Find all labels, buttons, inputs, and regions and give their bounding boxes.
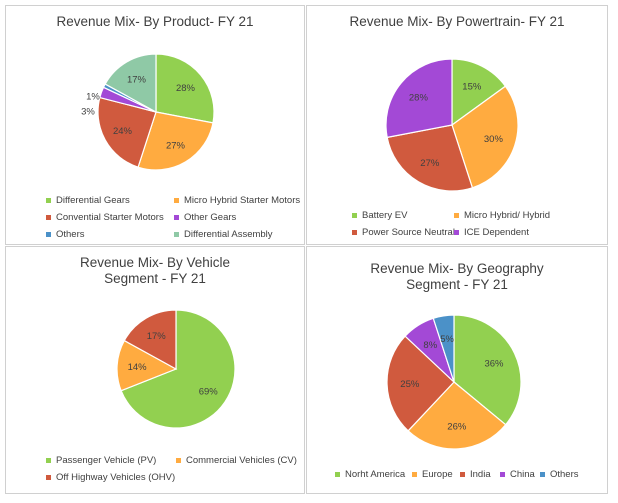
data-label: 14%	[128, 362, 148, 373]
legend-item-battery-ev: Battery EV	[352, 210, 407, 221]
data-label: 3%	[81, 107, 95, 118]
pie-chart-powertrain: 15% 30% 27% 28%	[385, 58, 519, 192]
legend-label: Other Gears	[184, 212, 237, 223]
data-label: 17%	[127, 75, 147, 86]
legend-swatch	[174, 215, 179, 220]
chart-panel-powertrain: Revenue Mix- By Powertrain- FY 21 15% 30%…	[306, 5, 608, 245]
legend-item-convential-starter-motors: Convential Starter Motors	[46, 212, 164, 223]
legend-item-ice-dependent: ICE Dependent	[454, 227, 529, 238]
legend-label: ICE Dependent	[464, 227, 529, 238]
legend-swatch	[174, 232, 179, 237]
legend-label: Off Highway Vehicles (OHV)	[56, 472, 176, 483]
data-label: 27%	[166, 140, 186, 151]
pie-slice-battery-ev	[451, 58, 507, 127]
pie-slice-commercial-vehicles-cv-	[116, 339, 178, 392]
data-label: 36%	[484, 359, 504, 370]
data-label: 1%	[86, 92, 100, 103]
legend-swatch	[174, 198, 179, 203]
legend-swatch	[46, 475, 51, 480]
pie-slice-power-source-neutral	[386, 124, 474, 192]
pie-slice-norht-america	[453, 314, 522, 426]
chart-title: Revenue Mix- By Product- FY 21	[56, 14, 254, 29]
pie-chart-vehicle-segment: 69% 14% 17%	[116, 309, 236, 429]
pie-slice-micro-hybrid-hybrid	[451, 85, 519, 189]
chart-panel-vehicle-segment: Revenue Mix- By Vehicle Segment - FY 21 …	[5, 246, 305, 494]
legend-item-power-source-neutral: Power Source Neutral	[352, 227, 455, 238]
pie-slice-india	[386, 335, 455, 432]
data-label: 69%	[199, 386, 219, 397]
legend-label: Europe	[422, 469, 453, 480]
pie-chart-product: 28% 27% 24% 3% 1% 17%	[81, 53, 215, 171]
chart-panel-product: Revenue Mix- By Product- FY 21 28% 27% 24%…	[5, 5, 305, 245]
chart-title: Revenue Mix- By Vehicle Segment - FY 21	[79, 255, 231, 286]
data-label: 26%	[447, 422, 467, 433]
data-label: 15%	[462, 82, 482, 93]
legend-label: Convential Starter Motors	[56, 212, 164, 223]
data-label: 8%	[423, 340, 437, 351]
legend-label: Norht America	[345, 469, 406, 480]
legend-label: Passenger Vehicle (PV)	[56, 455, 157, 466]
data-label: 17%	[147, 331, 167, 342]
legend-swatch	[352, 213, 357, 218]
legend-label: Commercial Vehicles (CV)	[186, 455, 297, 466]
legend-item-india: India	[460, 469, 491, 480]
legend-item-micro-hybrid: Micro Hybrid/ Hybrid	[454, 210, 550, 221]
pie-slice-convential-starter-motors	[97, 96, 157, 168]
chart-panel-geography: Revenue Mix- By Geography Segment - FY 2…	[306, 246, 608, 494]
data-label: 30%	[484, 134, 504, 145]
legend-item-others: Others	[46, 229, 85, 240]
legend-item-europe: Europe	[412, 469, 453, 480]
data-label: 24%	[113, 126, 133, 137]
data-label: 28%	[409, 93, 429, 104]
pie-slice-differential-gears	[155, 53, 215, 124]
pie-slice-passenger-vehicle-pv-	[120, 309, 236, 429]
legend-label: China	[510, 469, 535, 480]
pie-chart-geography: 36% 26% 25% 8%5%	[386, 314, 522, 450]
legend-label: Battery EV	[362, 210, 408, 221]
legend-swatch	[46, 232, 51, 237]
chart-title: Revenue Mix- By Powertrain- FY 21	[349, 14, 565, 29]
data-label: 5%	[440, 334, 454, 345]
legend-label: Differential Gears	[56, 195, 130, 206]
legend-item-differential-assembly: Differential Assembly	[174, 229, 273, 240]
pie-slice-others	[432, 314, 455, 383]
legend-swatch	[500, 472, 505, 477]
legend-label: Differential Assembly	[184, 229, 273, 240]
legend-item-differential-gears: Differential Gears	[46, 195, 130, 206]
legend-swatch	[46, 458, 51, 463]
legend-swatch	[454, 213, 459, 218]
data-label: 28%	[176, 83, 196, 94]
legend-swatch	[412, 472, 417, 477]
legend-swatch	[540, 472, 545, 477]
pie-slice-ice-dependent	[385, 58, 453, 139]
legend-item-other-gears: Other Gears	[174, 212, 236, 223]
legend-label: Micro Hybrid/ Hybrid	[464, 210, 551, 221]
legend-swatch	[176, 458, 181, 463]
data-label: 27%	[420, 158, 440, 169]
legend-swatch	[46, 215, 51, 220]
legend-label: Micro Hybrid Starter Motors	[184, 195, 301, 206]
legend-item-china: China	[500, 469, 535, 480]
pie-slice-europe	[407, 381, 507, 450]
legend-item-off-highway-vehicles: Off Highway Vehicles (OHV)	[46, 472, 175, 483]
legend-swatch	[454, 230, 459, 235]
data-label: 25%	[400, 379, 420, 390]
chart-title: Revenue Mix- By Geography Segment - FY 2…	[370, 261, 544, 292]
pie-slice-differential-assembly	[104, 53, 157, 114]
legend-label: Power Source Neutral	[362, 227, 455, 238]
legend-swatch	[335, 472, 340, 477]
legend-item-others: Others	[540, 469, 579, 480]
legend-label: India	[470, 469, 491, 480]
pie-slice-off-highway-vehicles-ohv-	[123, 309, 177, 371]
legend-swatch	[46, 198, 51, 203]
legend-item-commercial-vehicles: Commercial Vehicles (CV)	[176, 455, 297, 466]
legend-label: Others	[550, 469, 579, 480]
legend-label: Others	[56, 229, 85, 240]
legend-item-north-america: Norht America	[335, 469, 405, 480]
legend-swatch	[352, 230, 357, 235]
legend-item-micro-hybrid-starter-motors: Micro Hybrid Starter Motors	[174, 195, 300, 206]
pie-slice-micro-hybrid-starter-motors	[137, 111, 214, 171]
legend-item-passenger-vehicle: Passenger Vehicle (PV)	[46, 455, 156, 466]
legend-swatch	[460, 472, 465, 477]
